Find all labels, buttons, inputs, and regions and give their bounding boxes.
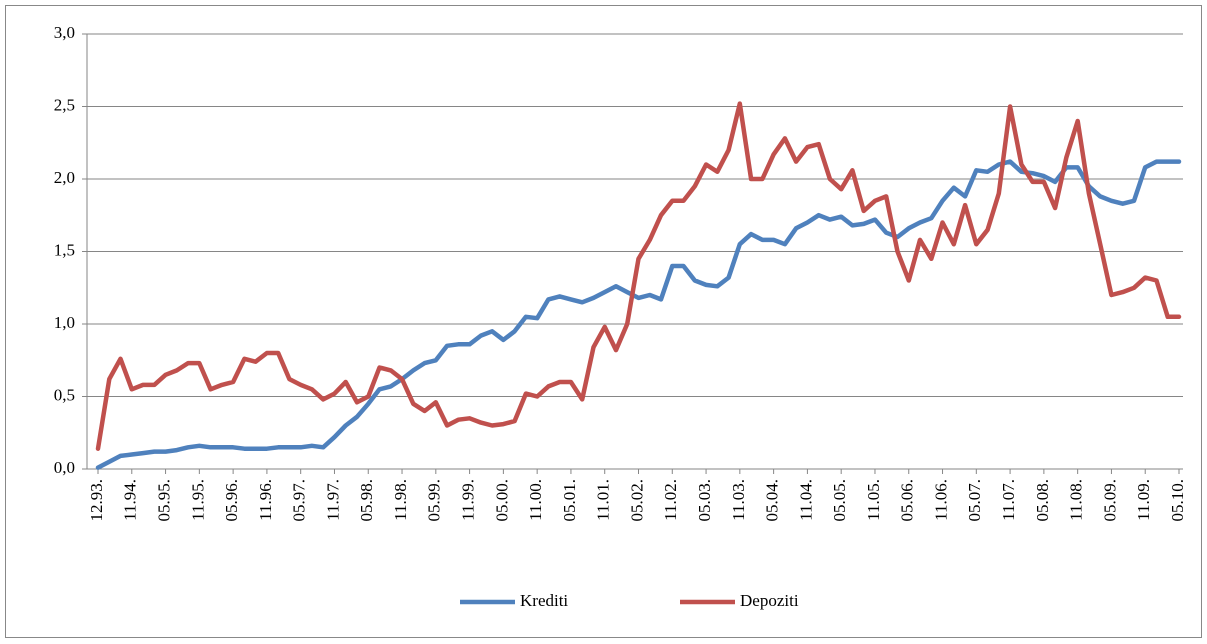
chart-border: [5, 5, 1202, 638]
x-tick-label: 11.99.: [459, 479, 478, 521]
x-tick-label: 05.10.: [1168, 479, 1187, 522]
x-tick-label: 05.06.: [898, 479, 917, 522]
y-tick-label: 0,0: [54, 458, 75, 477]
x-tick-label: 11.04.: [796, 479, 815, 521]
x-tick-label: 11.06.: [931, 479, 950, 521]
y-tick-label: 0,5: [54, 385, 75, 404]
legend-label: Krediti: [520, 591, 568, 610]
x-tick-label: 11.94.: [121, 479, 140, 521]
line-series: [95, 159, 1182, 470]
x-tick-label: 05.04.: [763, 479, 782, 522]
y-tick-label: 3,0: [54, 23, 75, 42]
line-series: [95, 101, 1182, 451]
x-tick-label: 11.96.: [256, 479, 275, 521]
legend-label: Depoziti: [740, 591, 799, 610]
x-tick-label: 11.03.: [729, 479, 748, 521]
x-tick-label: 05.97.: [290, 479, 309, 522]
y-tick-label: 2,0: [54, 168, 75, 187]
y-tick-label: 1,0: [54, 313, 75, 332]
x-tick-label: 05.98.: [357, 479, 376, 522]
x-tick-label: 05.05.: [830, 479, 849, 522]
x-tick-label: 05.08.: [1033, 479, 1052, 522]
x-tick-label: 11.09.: [1134, 479, 1153, 521]
x-tick-label: 12.93.: [87, 479, 106, 522]
x-tick-label: 05.03.: [695, 479, 714, 522]
x-tick-label: 05.01.: [560, 479, 579, 522]
x-tick-label: 11.00.: [526, 479, 545, 521]
x-tick-label: 05.07.: [965, 479, 984, 522]
x-tick-label: 05.95.: [154, 479, 173, 522]
x-tick-label: 05.96.: [222, 479, 241, 522]
x-tick-label: 11.02.: [661, 479, 680, 521]
x-tick-label: 05.00.: [492, 479, 511, 522]
x-tick-label: 11.98.: [391, 479, 410, 521]
x-tick-label: 05.02.: [627, 479, 646, 522]
x-tick-label: 11.05.: [864, 479, 883, 521]
x-tick-label: 05.99.: [425, 479, 444, 522]
x-tick-label: 11.07.: [999, 479, 1018, 521]
x-tick-label: 11.08.: [1067, 479, 1086, 521]
x-tick-label: 05.09.: [1100, 479, 1119, 522]
y-tick-label: 1,5: [54, 240, 75, 259]
y-tick-label: 2,5: [54, 95, 75, 114]
x-tick-label: 11.97.: [323, 479, 342, 521]
x-tick-label: 11.95.: [188, 479, 207, 521]
x-tick-label: 11.01.: [594, 479, 613, 521]
